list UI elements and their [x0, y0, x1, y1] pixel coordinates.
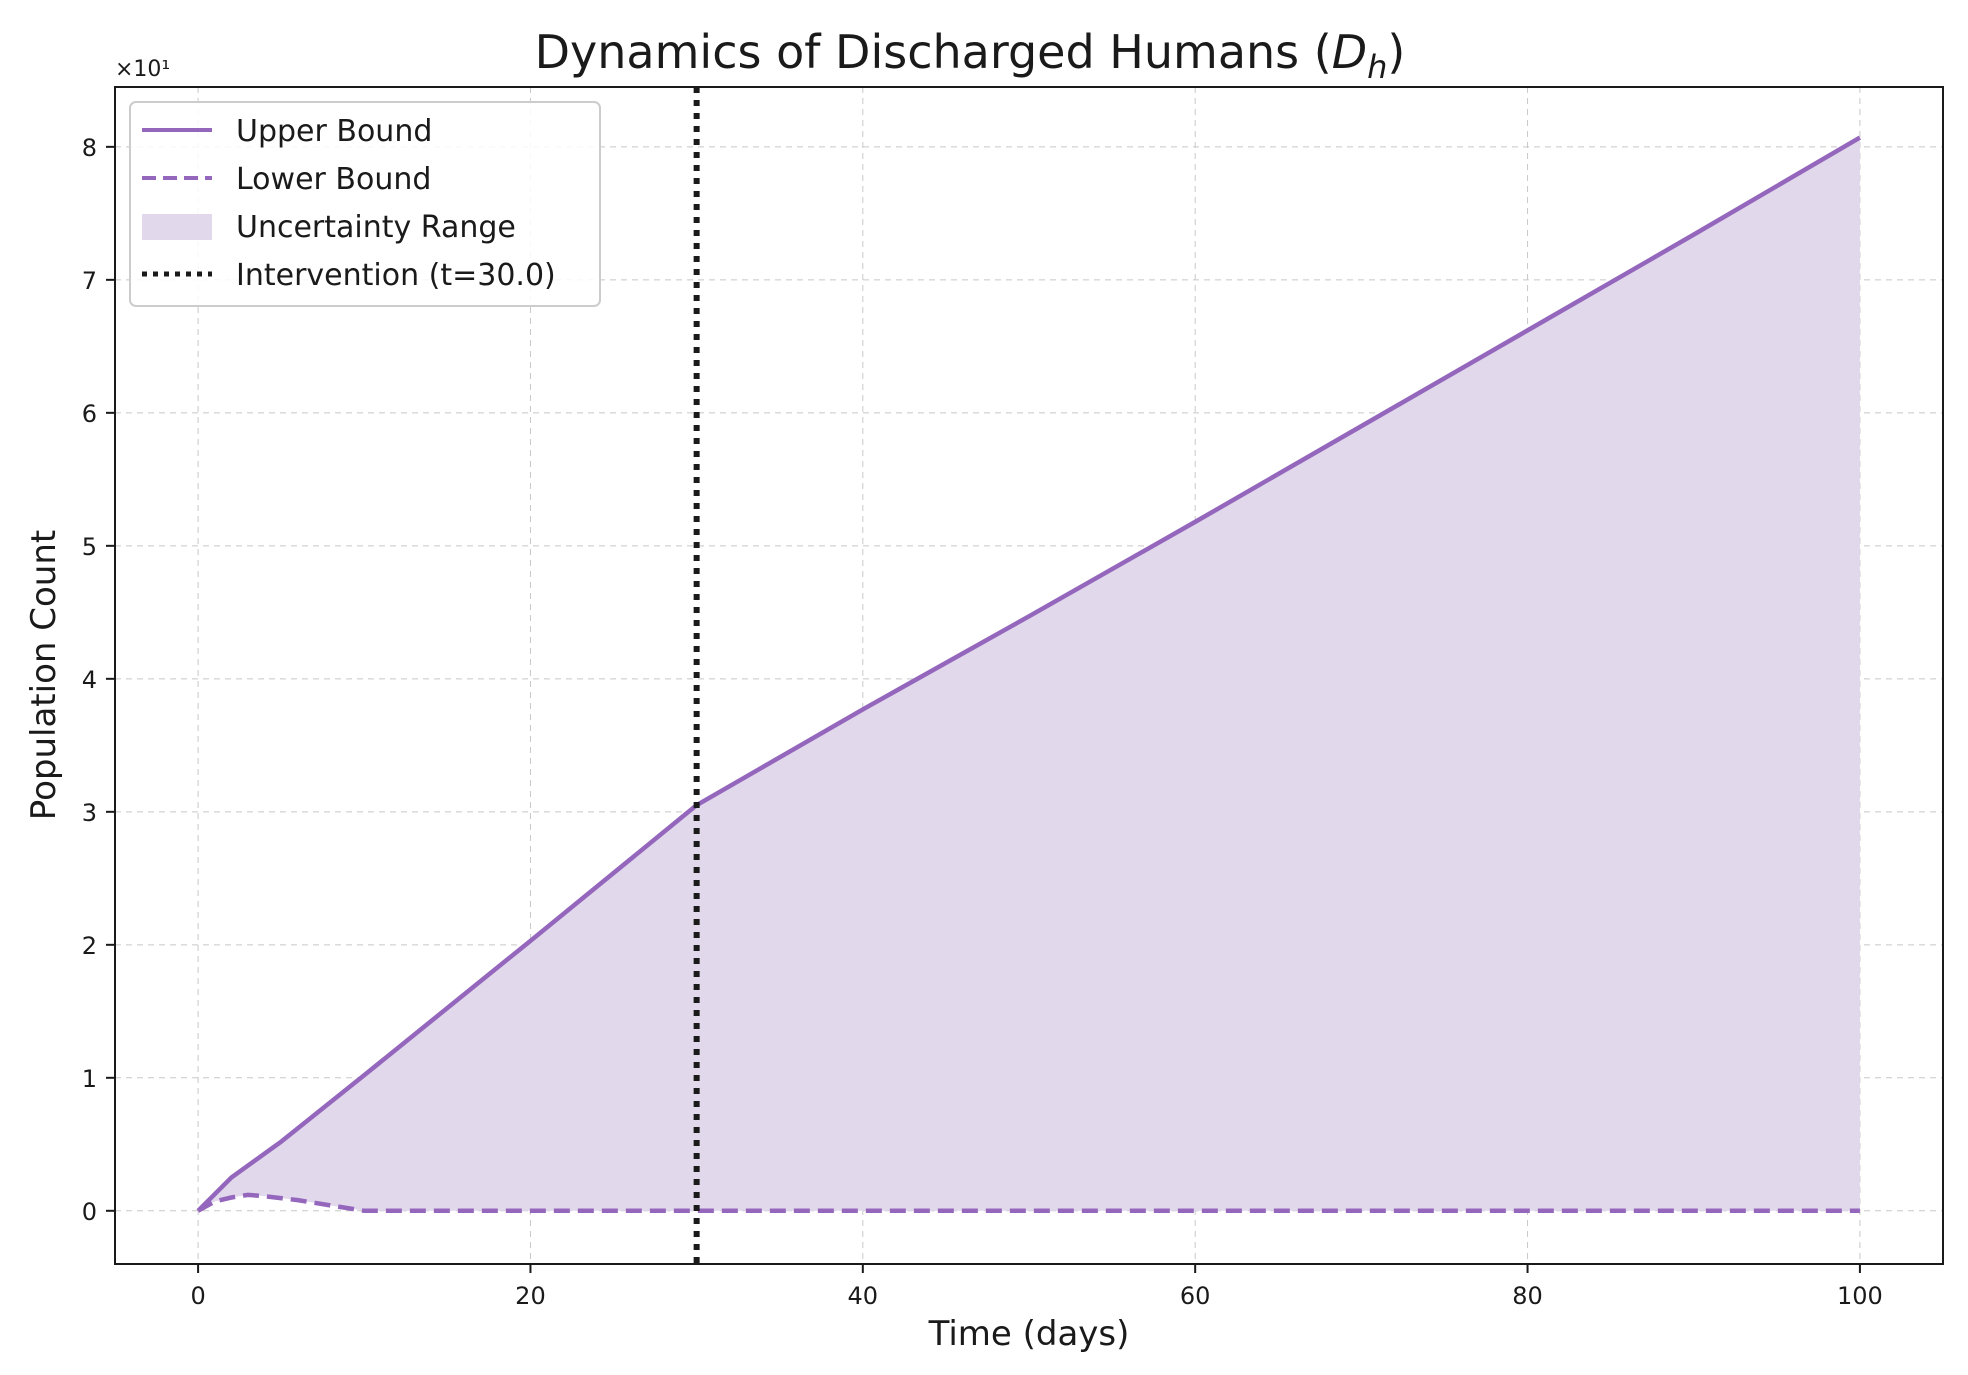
legend-box [129, 101, 601, 307]
upper-bound-line [196, 135, 1862, 1213]
y-tick-label: 6 [82, 400, 97, 428]
lower-bound-line [196, 1192, 1860, 1214]
chart-title-subscript: h [1367, 48, 1387, 86]
y-tick-label: 2 [82, 932, 97, 960]
x-tick-label: 40 [848, 1282, 879, 1310]
y-tick-label: 4 [82, 666, 97, 694]
chart-title-text: Dynamics of Discharged Humans ( [535, 25, 1332, 79]
legend-uncertainty-swatch [142, 214, 212, 240]
y-tick-label: 1 [82, 1065, 97, 1093]
plot-frame [114, 86, 1944, 1265]
series-layer [196, 135, 1862, 1214]
y-tick-label: 7 [82, 267, 97, 295]
y-offset-label: ×10¹ [115, 57, 170, 82]
legend: Upper Bound Lower Bound Uncertainty Rang… [129, 101, 601, 307]
x-axis-label: Time (days) [928, 1314, 1130, 1354]
chart-title: Dynamics of Discharged Humans (Dh) [535, 25, 1406, 86]
x-axis-ticks: 0 20 40 60 80 100 [190, 1264, 1883, 1310]
uncertainty-range-area [198, 137, 1860, 1211]
legend-intervention-label: Intervention (t=30.0) [236, 258, 556, 293]
x-tick-label: 60 [1180, 1282, 1211, 1310]
y-axis-ticks: 0 1 2 3 4 5 6 7 8 [82, 134, 115, 1226]
y-axis-label: Population Count [24, 530, 64, 820]
y-tick-label: 0 [82, 1198, 97, 1226]
y-tick-label: 3 [82, 799, 97, 827]
uncertainty-fill-layer [198, 137, 1860, 1211]
y-tick-label: 8 [82, 134, 97, 162]
legend-uncertainty-label: Uncertainty Range [236, 210, 516, 245]
x-tick-label: 100 [1837, 1282, 1883, 1310]
x-tick-label: 20 [515, 1282, 546, 1310]
chart-title-math: D [1332, 25, 1367, 79]
legend-lower-bound-label: Lower Bound [236, 162, 431, 197]
x-tick-label: 0 [190, 1282, 205, 1310]
chart-title-end: ) [1387, 25, 1405, 79]
y-tick-label: 5 [82, 533, 97, 561]
legend-upper-bound-label: Upper Bound [236, 114, 432, 149]
x-tick-label: 80 [1512, 1282, 1543, 1310]
